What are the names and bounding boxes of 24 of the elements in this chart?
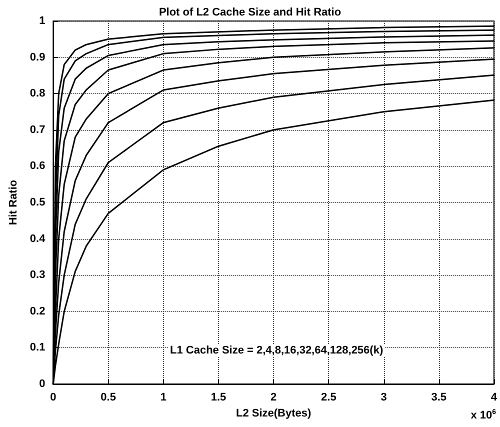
y-tick-label: 0.8 [30, 88, 46, 100]
x-tick-label: 2 [270, 392, 277, 404]
x-tick-label: 0.5 [100, 392, 116, 404]
y-tick-label: 0.5 [30, 196, 46, 208]
x-tick-label: 4 [490, 392, 498, 404]
y-tick-label: 0.4 [30, 232, 46, 245]
x-tick-label: 1.5 [210, 392, 226, 404]
y-tick-label: 0.6 [30, 160, 46, 172]
y-tick-label: 0.2 [30, 305, 46, 318]
x-tick-label: 3.5 [431, 392, 446, 404]
chart-title: Plot of L2 Cache Size and Hit Ratio [158, 6, 342, 18]
x-tick-label: 2.5 [321, 392, 336, 404]
x-tick-label: 3 [380, 392, 387, 404]
y-tick-label: 1 [39, 15, 46, 27]
y-axis-title: Hit Ratio [8, 180, 20, 226]
y-tick-label: 0.7 [30, 124, 46, 136]
x-tick-label: 1 [160, 392, 166, 404]
y-tick-label: 0.3 [30, 269, 46, 282]
y-tick-label: 0.1 [30, 342, 46, 354]
x-axis-title: L2 Size(Bytes) [236, 407, 312, 420]
y-tick-label: 0 [39, 378, 46, 390]
x-tick-label: 0 [50, 392, 56, 404]
annotation: L1 Cache Size = 2,4,8,16,32,64,128,256(k) [170, 344, 384, 356]
y-tick-label: 0.9 [30, 51, 46, 64]
